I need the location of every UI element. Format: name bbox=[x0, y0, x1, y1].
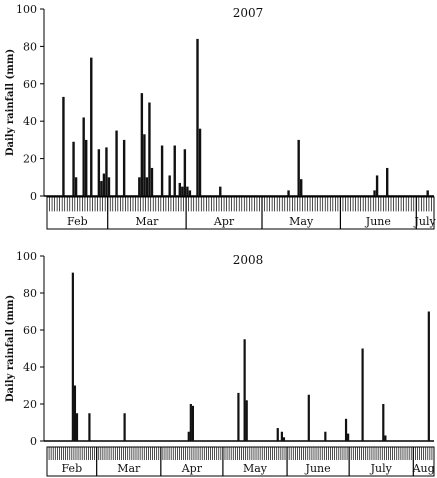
rainfall-bar bbox=[189, 404, 192, 441]
rainfall-bar bbox=[361, 348, 364, 441]
rainfall-bar bbox=[344, 418, 348, 441]
rainfall-bar bbox=[72, 141, 75, 196]
y-tick-label: 60 bbox=[23, 78, 37, 91]
month-label-may: May bbox=[243, 462, 268, 475]
rainfall-bar bbox=[122, 139, 126, 196]
rainfall-bar bbox=[280, 431, 283, 441]
y-tick-label: 60 bbox=[23, 324, 37, 337]
rainfall-bar bbox=[115, 130, 118, 196]
month-label-apr: Apr bbox=[181, 462, 203, 475]
rainfall-bar bbox=[160, 145, 164, 196]
rainfall-bar bbox=[282, 437, 286, 441]
month-label-june: June bbox=[305, 462, 331, 475]
month-label-may: May bbox=[289, 215, 314, 228]
rainfall-bar bbox=[105, 147, 108, 196]
y-tick-label: 0 bbox=[30, 435, 37, 448]
rainfall-bar bbox=[82, 117, 85, 196]
month-label-july: July bbox=[370, 462, 393, 475]
rainfall-bar bbox=[324, 431, 327, 441]
panel-title: 2008 bbox=[233, 253, 264, 267]
rainfall-bar bbox=[71, 272, 74, 441]
rainfall-bar bbox=[196, 38, 199, 196]
rainfall-bar bbox=[107, 177, 111, 196]
rainfall-bar bbox=[183, 149, 187, 196]
rainfall-bar bbox=[188, 190, 192, 196]
rainfall-bar bbox=[427, 311, 430, 441]
y-tick-label: 20 bbox=[23, 398, 37, 411]
rainfall-bar bbox=[384, 435, 387, 441]
rainfall-bar bbox=[297, 139, 300, 196]
y-tick-label: 40 bbox=[23, 115, 37, 128]
rainfall-bar bbox=[178, 182, 181, 196]
rainfall-bar bbox=[140, 93, 144, 196]
rainfall-bar bbox=[173, 145, 176, 196]
y-tick-label: 100 bbox=[16, 3, 37, 16]
rainfall-bar bbox=[386, 167, 389, 196]
y-tick-label: 0 bbox=[30, 190, 37, 203]
rainfall-bar bbox=[62, 96, 65, 196]
month-label-mar: Mar bbox=[135, 215, 159, 228]
month-strip bbox=[46, 196, 435, 230]
rainfall-bar bbox=[97, 149, 101, 196]
rainfall-bar bbox=[123, 413, 126, 441]
panel-2007: 0 20 40 60 80 100 Daily rainfall (mm) 2007 Feb Ma… bbox=[5, 3, 437, 230]
y-axis-label: Daily rainfall (mm) bbox=[5, 295, 16, 402]
rainfall-bar bbox=[143, 134, 146, 196]
month-label-july: July bbox=[414, 215, 437, 228]
rainfall-bar bbox=[245, 400, 248, 441]
rainfall-bar bbox=[150, 167, 154, 196]
rainfall-bar bbox=[287, 190, 290, 196]
rainfall-bar bbox=[75, 413, 79, 441]
month-label-mar: Mar bbox=[117, 462, 141, 475]
panel-title: 2007 bbox=[233, 6, 264, 20]
rainfall-bar bbox=[300, 179, 303, 196]
y-tick-label: 80 bbox=[23, 287, 37, 300]
rainfall-bar bbox=[145, 177, 149, 196]
month-label-feb: Feb bbox=[67, 215, 88, 228]
month-label-feb: Feb bbox=[62, 462, 83, 475]
rainfall-bar bbox=[237, 392, 240, 441]
rainfall-bar bbox=[100, 181, 103, 196]
panel-2008: 0 20 40 60 80 100 Daily rainfall (mm) 2008 Feb Ma… bbox=[5, 250, 435, 477]
rainfall-bar bbox=[181, 186, 184, 196]
month-label-aug: Aug bbox=[412, 462, 435, 475]
rainfall-bar bbox=[307, 394, 310, 441]
rainfall-bar bbox=[373, 190, 376, 196]
rainfall-bar bbox=[276, 428, 279, 441]
rainfall-bar bbox=[85, 139, 88, 196]
rainfall-bar bbox=[148, 102, 151, 196]
rainfall-bar bbox=[73, 385, 77, 441]
rainfall-bar bbox=[74, 177, 78, 196]
y-tick-label: 40 bbox=[23, 361, 37, 374]
month-label-apr: Apr bbox=[213, 215, 235, 228]
rainfall-bar bbox=[347, 433, 350, 441]
rainfall-bar bbox=[219, 186, 222, 196]
rainfall-bar bbox=[88, 413, 91, 441]
rainfall-bar bbox=[198, 128, 202, 196]
y-tick-label: 100 bbox=[16, 250, 37, 263]
rainfall-bar bbox=[375, 175, 379, 196]
month-strip bbox=[46, 446, 435, 477]
rainfall-bar bbox=[102, 173, 106, 196]
rainfall-bar bbox=[186, 186, 189, 196]
rainfall-bar bbox=[90, 57, 93, 197]
y-tick-label: 20 bbox=[23, 153, 37, 166]
y-axis-label: Daily rainfall (mm) bbox=[5, 49, 16, 156]
rainfall-bar bbox=[187, 431, 190, 441]
rainfall-bar bbox=[382, 404, 385, 441]
rainfall-bar bbox=[426, 190, 429, 196]
month-label-june: June bbox=[365, 215, 391, 228]
rainfall-bar bbox=[243, 339, 246, 441]
rainfall-bar bbox=[168, 175, 171, 196]
rainfall-bar bbox=[191, 405, 195, 441]
rainfall-bar bbox=[138, 177, 141, 196]
y-tick-label: 80 bbox=[23, 40, 37, 53]
